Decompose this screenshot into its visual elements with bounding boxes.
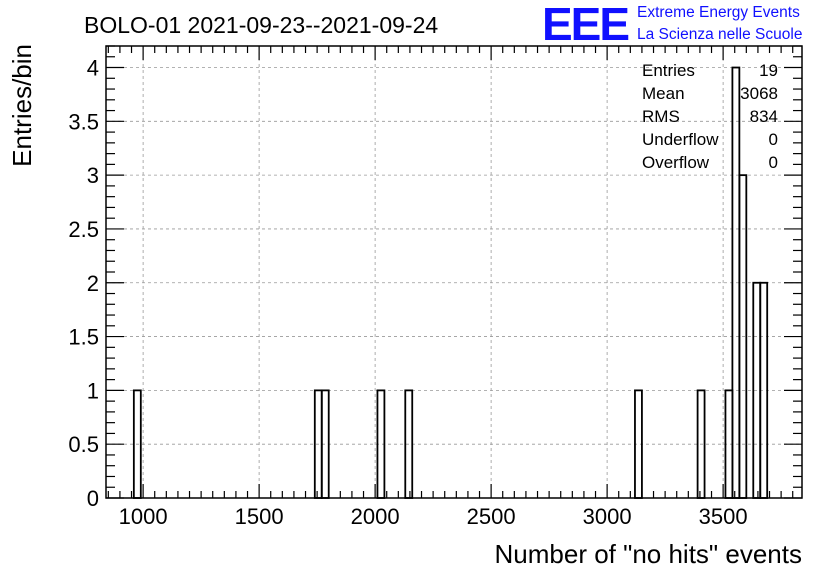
stats-label: Mean	[642, 84, 685, 103]
y-tick-label: 3.5	[68, 109, 99, 134]
y-tick-label: 2.5	[68, 217, 99, 242]
x-tick-label: 1000	[119, 504, 168, 529]
axis-ticks	[106, 45, 802, 499]
stats-box: Entries 19 Mean 3068 RMS 834 Underflow 0 Overflo…	[642, 61, 778, 172]
x-tick-label: 1500	[235, 504, 284, 529]
y-tick-label: 4	[87, 56, 99, 81]
x-tick-label: 3500	[699, 504, 748, 529]
y-axis-title: Entries/bin	[7, 44, 37, 167]
stats-value: 0	[769, 153, 778, 172]
stats-value: 0	[769, 130, 778, 149]
y-tick-label: 1.5	[68, 325, 99, 350]
y-tick-label: 0.5	[68, 432, 99, 457]
stats-label: Entries	[642, 61, 695, 80]
stats-value: 3068	[740, 84, 778, 103]
y-tick-labels: 0 0.5 1 1.5 2 2.5 3 3.5 4	[68, 56, 99, 511]
stats-value: 834	[750, 107, 778, 126]
logo-line-2: La Scienza nelle Scuole	[637, 26, 802, 43]
chart-title: BOLO-01 2021-09-23--2021-09-24	[84, 12, 438, 38]
logo-line-1: Extreme Energy Events	[637, 4, 800, 21]
stats-label: RMS	[642, 107, 680, 126]
y-tick-label: 1	[87, 378, 99, 403]
x-tick-label: 3000	[583, 504, 632, 529]
stats-label: Underflow	[642, 130, 719, 149]
x-tick-label: 2000	[351, 504, 400, 529]
y-tick-label: 3	[87, 163, 99, 188]
stats-label: Overflow	[642, 153, 710, 172]
grid-lines	[106, 46, 802, 498]
x-tick-label: 2500	[467, 504, 516, 529]
eee-logo: EEE Extreme Energy Events La Scienza nel…	[542, 0, 802, 50]
logo-letters: EEE	[542, 0, 628, 50]
stats-value: 19	[759, 61, 778, 80]
y-tick-label: 2	[87, 271, 99, 296]
x-axis-title: Number of "no hits" events	[495, 539, 803, 569]
x-tick-labels: 1000 1500 2000 2500 3000 3500	[119, 504, 748, 529]
y-tick-label: 0	[87, 486, 99, 511]
